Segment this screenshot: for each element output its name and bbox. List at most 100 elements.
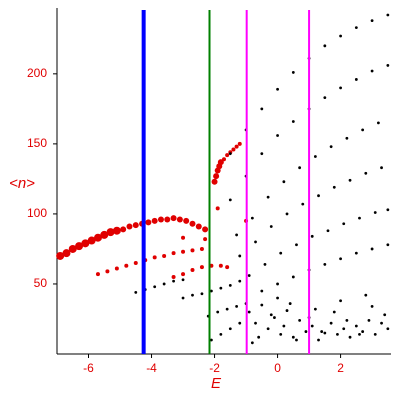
point <box>250 341 254 345</box>
point <box>354 251 358 255</box>
point <box>361 330 365 333</box>
point <box>339 299 342 303</box>
point <box>68 244 77 253</box>
point <box>95 272 100 277</box>
point <box>291 275 295 279</box>
point <box>62 249 71 258</box>
point <box>162 282 166 286</box>
point <box>358 216 361 220</box>
point <box>225 307 229 311</box>
point <box>134 290 138 294</box>
point <box>171 251 176 256</box>
y-axis-label: <n> <box>9 175 35 192</box>
point <box>373 332 377 336</box>
point <box>269 313 273 317</box>
x-tick-label: 2 <box>337 361 344 375</box>
x-tick-label: -2 <box>209 361 220 375</box>
point <box>276 134 279 137</box>
point <box>105 269 110 274</box>
point <box>234 144 239 149</box>
point <box>203 237 208 242</box>
point <box>247 310 251 314</box>
point <box>260 289 264 293</box>
point <box>162 253 167 258</box>
x-axis-label: E <box>211 375 222 392</box>
point <box>266 327 270 331</box>
point <box>219 332 223 336</box>
point <box>279 251 283 255</box>
point <box>295 243 298 247</box>
point <box>373 211 377 214</box>
point <box>237 141 242 146</box>
point <box>211 178 218 185</box>
point <box>317 338 320 342</box>
point <box>56 251 65 260</box>
point <box>209 289 213 293</box>
point <box>151 217 158 224</box>
point <box>152 255 157 260</box>
y-tick-label: 100 <box>27 206 47 220</box>
point <box>380 166 383 170</box>
x-tick-label: -4 <box>146 361 157 375</box>
point <box>323 96 327 100</box>
point <box>317 194 320 198</box>
point <box>93 233 102 242</box>
point <box>339 34 342 38</box>
point <box>329 145 333 149</box>
point <box>348 335 352 339</box>
point <box>238 321 242 325</box>
point <box>339 86 342 90</box>
point <box>87 236 96 245</box>
point <box>171 274 176 279</box>
point <box>298 166 302 170</box>
point <box>304 330 308 333</box>
x-tick-label: 0 <box>274 361 281 375</box>
point <box>260 152 264 156</box>
point <box>326 229 330 233</box>
point <box>228 327 232 331</box>
point <box>288 302 292 305</box>
point <box>370 247 374 251</box>
point <box>228 152 232 156</box>
point <box>339 257 342 261</box>
x-tick-label: -6 <box>83 361 94 375</box>
point <box>291 71 295 74</box>
point <box>112 226 121 235</box>
point <box>181 278 185 282</box>
point <box>323 262 327 266</box>
point <box>126 223 133 230</box>
point <box>260 107 264 111</box>
point <box>231 147 236 152</box>
point <box>183 217 190 224</box>
point <box>217 159 224 166</box>
point <box>124 263 129 268</box>
point <box>235 233 239 237</box>
point <box>383 313 387 317</box>
point <box>386 208 390 212</box>
point <box>276 87 279 91</box>
point <box>106 228 115 237</box>
point <box>364 171 368 175</box>
point <box>199 246 204 251</box>
point <box>75 242 84 251</box>
point <box>291 120 295 123</box>
point <box>254 240 257 244</box>
point <box>370 19 374 23</box>
point <box>235 304 239 308</box>
point <box>181 296 185 300</box>
point <box>345 136 349 140</box>
point <box>370 69 374 73</box>
point <box>200 292 204 296</box>
point <box>250 216 254 220</box>
point <box>354 78 358 81</box>
point <box>266 195 270 199</box>
point <box>263 262 267 266</box>
point <box>215 206 220 211</box>
point <box>298 318 302 322</box>
point <box>228 283 232 287</box>
point <box>279 332 283 336</box>
point <box>295 338 298 342</box>
point <box>354 26 358 30</box>
point <box>209 338 213 342</box>
point <box>354 324 358 328</box>
